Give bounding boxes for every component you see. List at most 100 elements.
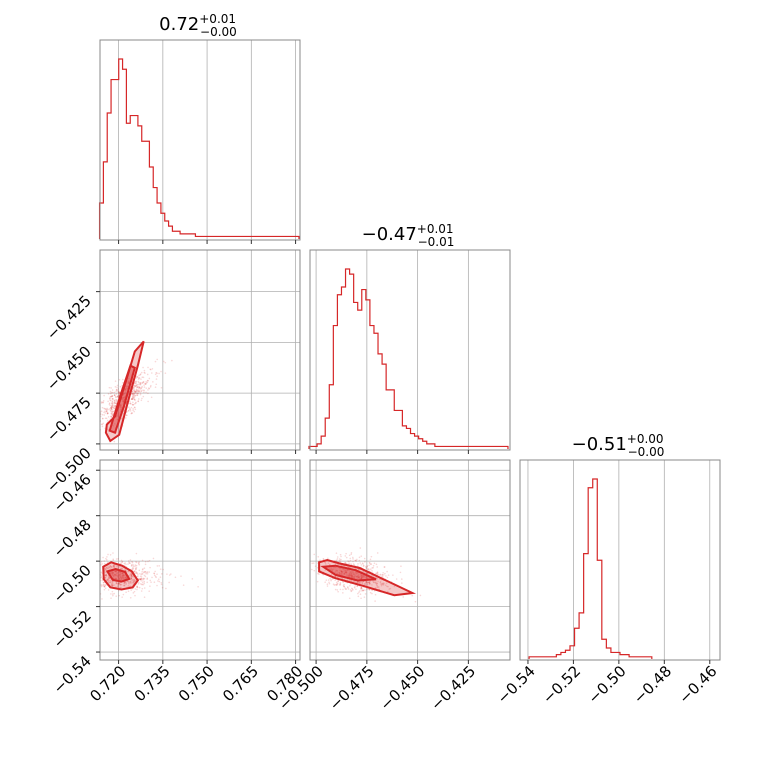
scatter-point [134, 385, 137, 387]
scatter-point [335, 584, 338, 586]
scatter-points-2 [99, 552, 199, 600]
scatter-point [140, 580, 143, 582]
scatter-point [111, 404, 114, 406]
scatter-point [400, 565, 402, 567]
scatter-point [117, 583, 119, 586]
scatter-point [118, 574, 120, 576]
scatter-point [137, 575, 139, 577]
scatter-point [111, 584, 113, 586]
scatter-point [141, 376, 144, 378]
scatter-point [382, 582, 384, 585]
scatter-point [143, 386, 146, 388]
scatter-point [133, 579, 136, 582]
scatter-point [122, 396, 125, 399]
scatter-point [393, 585, 396, 588]
scatter-point [124, 417, 127, 419]
scatter-point [104, 412, 107, 414]
scatter-point [131, 392, 134, 395]
scatter-point [357, 576, 360, 579]
scatter-point [335, 581, 338, 584]
scatter-point [106, 419, 109, 422]
contour-level-1 [318, 558, 417, 597]
scatter-point [131, 579, 133, 582]
scatter-point [343, 565, 346, 567]
scatter-point [359, 593, 362, 596]
scatter-point [359, 581, 362, 583]
scatter-point [140, 399, 143, 402]
scatter-point [104, 577, 107, 579]
scatter-point [137, 573, 139, 576]
scatter-point [338, 571, 341, 574]
scatter-point [143, 371, 146, 374]
scatter-point [132, 568, 134, 571]
scatter-point [156, 573, 158, 576]
scatter-point [124, 388, 127, 391]
scatter-point [379, 581, 382, 583]
scatter-point [105, 566, 108, 569]
scatter-point [136, 386, 138, 389]
scatter-point [135, 382, 138, 384]
scatter-point [139, 575, 142, 578]
scatter-point [344, 555, 347, 557]
scatter-point [117, 418, 119, 421]
scatter-point [122, 399, 125, 402]
scatter-point [368, 581, 371, 584]
scatter-point [368, 581, 370, 584]
scatter-point [164, 361, 167, 364]
scatter-point [122, 577, 125, 579]
scatter-point [131, 573, 133, 576]
scatter-point [109, 404, 111, 407]
scatter-point [164, 372, 167, 374]
scatter-point [361, 588, 363, 590]
scatter-point [348, 574, 351, 577]
scatter-point [339, 583, 342, 586]
scatter-point [102, 581, 105, 584]
scatter-point [138, 578, 141, 581]
panel-title-3: −0.51+0.00 −0.00 [572, 432, 665, 459]
scatter-point [113, 564, 116, 566]
scatter-point [129, 576, 132, 578]
scatter-point [350, 571, 352, 574]
scatter-point [163, 360, 165, 363]
scatter-point [140, 573, 143, 576]
scatter-point [118, 574, 121, 576]
scatter-point [325, 563, 327, 565]
scatter-point [150, 372, 153, 374]
scatter-point [101, 413, 104, 416]
scatter-point [345, 571, 348, 574]
scatter-point [119, 410, 122, 412]
scatter-point [114, 380, 117, 382]
scatter-point [136, 575, 139, 578]
scatter-point [384, 572, 386, 575]
scatter-point [130, 398, 133, 400]
panel-frame [99, 39, 301, 241]
scatter-point [120, 559, 123, 562]
scatter-point [327, 579, 330, 581]
scatter-point [368, 580, 371, 583]
scatter-point [154, 386, 157, 388]
scatter-point [103, 414, 106, 416]
scatter-point [141, 568, 144, 571]
scatter-point [133, 581, 135, 583]
scatter-point [359, 562, 361, 564]
scatter-point [116, 396, 119, 398]
scatter-point [145, 572, 147, 575]
scatter-point [352, 576, 354, 579]
scatter-point [368, 582, 371, 585]
scatter-point [132, 401, 134, 404]
scatter-point [133, 393, 135, 396]
scatter-point [357, 574, 360, 577]
scatter-point [114, 577, 117, 580]
scatter-point [154, 570, 156, 573]
scatter-point [123, 582, 125, 584]
scatter-point [377, 586, 379, 588]
scatter-point [335, 559, 338, 562]
scatter-point [360, 555, 363, 557]
scatter-point [106, 412, 109, 415]
scatter-point [349, 572, 351, 575]
scatter-point [141, 572, 143, 575]
scatter-point [127, 409, 130, 412]
scatter-point [197, 585, 199, 588]
scatter-point [349, 584, 351, 587]
scatter-point [106, 561, 109, 564]
